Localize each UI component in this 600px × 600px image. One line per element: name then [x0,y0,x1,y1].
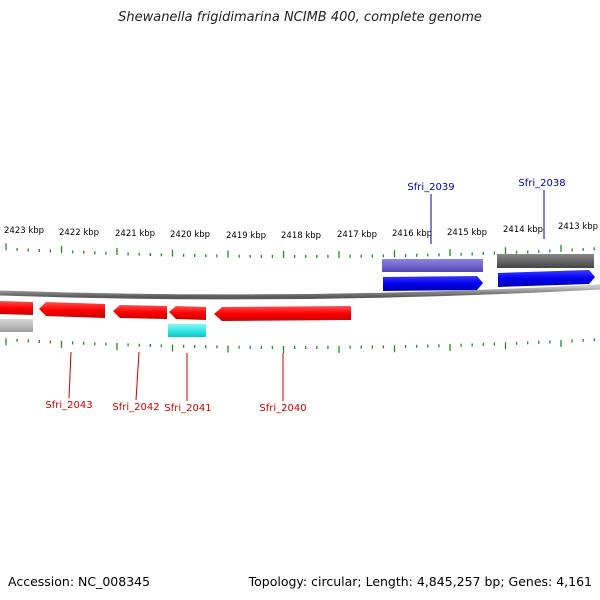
leader-line [135,351,140,401]
gene-arrow-sfri-2041[interactable] [113,305,167,319]
gene-label-sfri-2038[interactable]: Sfri_2038 [518,178,565,189]
gene-label-sfri-2039[interactable]: Sfri_2039 [407,182,454,193]
label-leaders [68,190,545,401]
upper-tick-row [5,243,595,258]
reverse-feature-bar [168,324,206,337]
forward-feature-bar [497,254,594,268]
ruler-label: 2423 kbp [4,226,44,236]
ruler-label: 2419 kbp [226,231,266,241]
ruler-label: 2418 kbp [281,231,321,241]
ruler-label: 2413 kbp [558,222,598,232]
gene-arrow-sfri-2040[interactable] [214,306,351,321]
gene-label-sfri-2041[interactable]: Sfri_2041 [164,403,211,414]
gene-arrow-sfri-2039[interactable] [383,276,483,291]
leader-line [68,351,72,399]
gene-label-sfri-2040[interactable]: Sfri_2040 [259,403,306,414]
gene-label-sfri-2042[interactable]: Sfri_2042 [112,402,159,413]
forward-feature-bar [382,259,483,272]
ruler-label: 2420 kbp [170,230,210,240]
map-title: Shewanella frigidimarina NCIMB 400, comp… [118,10,482,25]
ruler-labels: 2423 kbp 2422 kbp 2421 kbp 2420 kbp 2419… [4,222,598,241]
genome-backbone [0,284,600,300]
gene-arrow-sfri-2041b[interactable] [169,306,206,320]
gene-arrow-sfri-2043[interactable] [0,301,33,315]
ruler-label: 2414 kbp [503,225,543,235]
ruler-label: 2417 kbp [337,230,377,240]
genome-summary-text: Topology: circular; Length: 4,845,257 bp… [248,574,592,589]
gene-arrow-sfri-2038[interactable] [498,270,595,287]
ruler-label: 2415 kbp [447,228,487,238]
ruler-label: 2422 kbp [59,228,99,238]
accession-text: Accession: NC_008345 [8,574,151,589]
gene-label-sfri-2043[interactable]: Sfri_2043 [45,400,92,411]
lower-tick-row [5,338,595,353]
gene-arrow-sfri-2042[interactable] [39,302,105,318]
ruler-label: 2416 kbp [392,229,432,239]
ruler-label: 2421 kbp [115,229,155,239]
reverse-feature-bar [0,319,33,332]
